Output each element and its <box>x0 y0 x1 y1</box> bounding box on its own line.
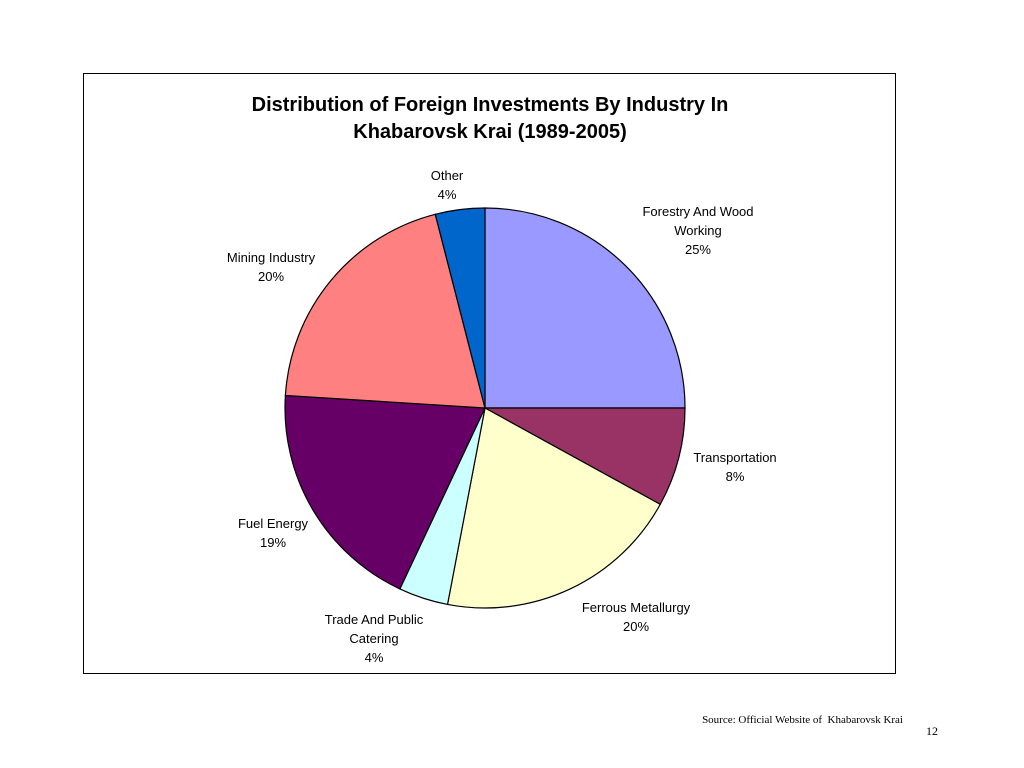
pie-slice-1 <box>484 407 686 506</box>
pie-slice-0 <box>484 207 686 409</box>
chart-title-line-2: Khabarovsk Krai (1989-2005) <box>353 121 627 143</box>
slice-label-4: Fuel Energy 19% <box>238 514 308 552</box>
slice-name-line: Fuel Energy <box>237 516 309 531</box>
slice-name-line: Catering <box>349 631 399 646</box>
slice-value-label: 4% <box>437 187 457 202</box>
pie-slice-4 <box>284 394 486 590</box>
pie-slice-2 <box>446 407 662 609</box>
slice-value-label: 19% <box>259 535 287 550</box>
slice-value-label: 25% <box>684 242 712 257</box>
pie-slice-5 <box>284 213 486 409</box>
slice-value-label: 8% <box>725 469 745 484</box>
slice-label-2: Ferrous Metallurgy 20% <box>582 598 690 636</box>
slice-name-line: Mining Industry <box>226 250 316 265</box>
slice-label-0: Forestry And Wood Working 25% <box>642 202 753 259</box>
slice-name-line: Forestry And Wood <box>642 204 754 219</box>
pie-slice-6 <box>434 207 486 409</box>
slice-name-line: Other <box>430 168 464 183</box>
slice-value-label: 4% <box>364 650 384 665</box>
slice-name-line: Ferrous Metallurgy <box>581 600 691 615</box>
slice-name-line: Working <box>674 223 722 238</box>
slice-label-6: Other 4% <box>431 166 464 204</box>
slice-name-line: Transportation <box>693 450 777 465</box>
slice-value-label: 20% <box>622 619 650 634</box>
slice-name-line: Trade And Public <box>324 612 424 627</box>
chart-title: Distribution of Foreign Investments By I… <box>0 92 980 146</box>
chart-title-line-1: Distribution of Foreign Investments By I… <box>251 94 729 116</box>
source-note: Source: Official Website of Khabarovsk K… <box>702 714 903 726</box>
slice-label-5: Mining Industry 20% <box>227 248 315 286</box>
slice-label-3: Trade And Public Catering 4% <box>325 610 424 667</box>
slice-value-label: 20% <box>257 269 285 284</box>
slice-label-1: Transportation 8% <box>693 448 776 486</box>
page-number: 12 <box>926 724 938 738</box>
